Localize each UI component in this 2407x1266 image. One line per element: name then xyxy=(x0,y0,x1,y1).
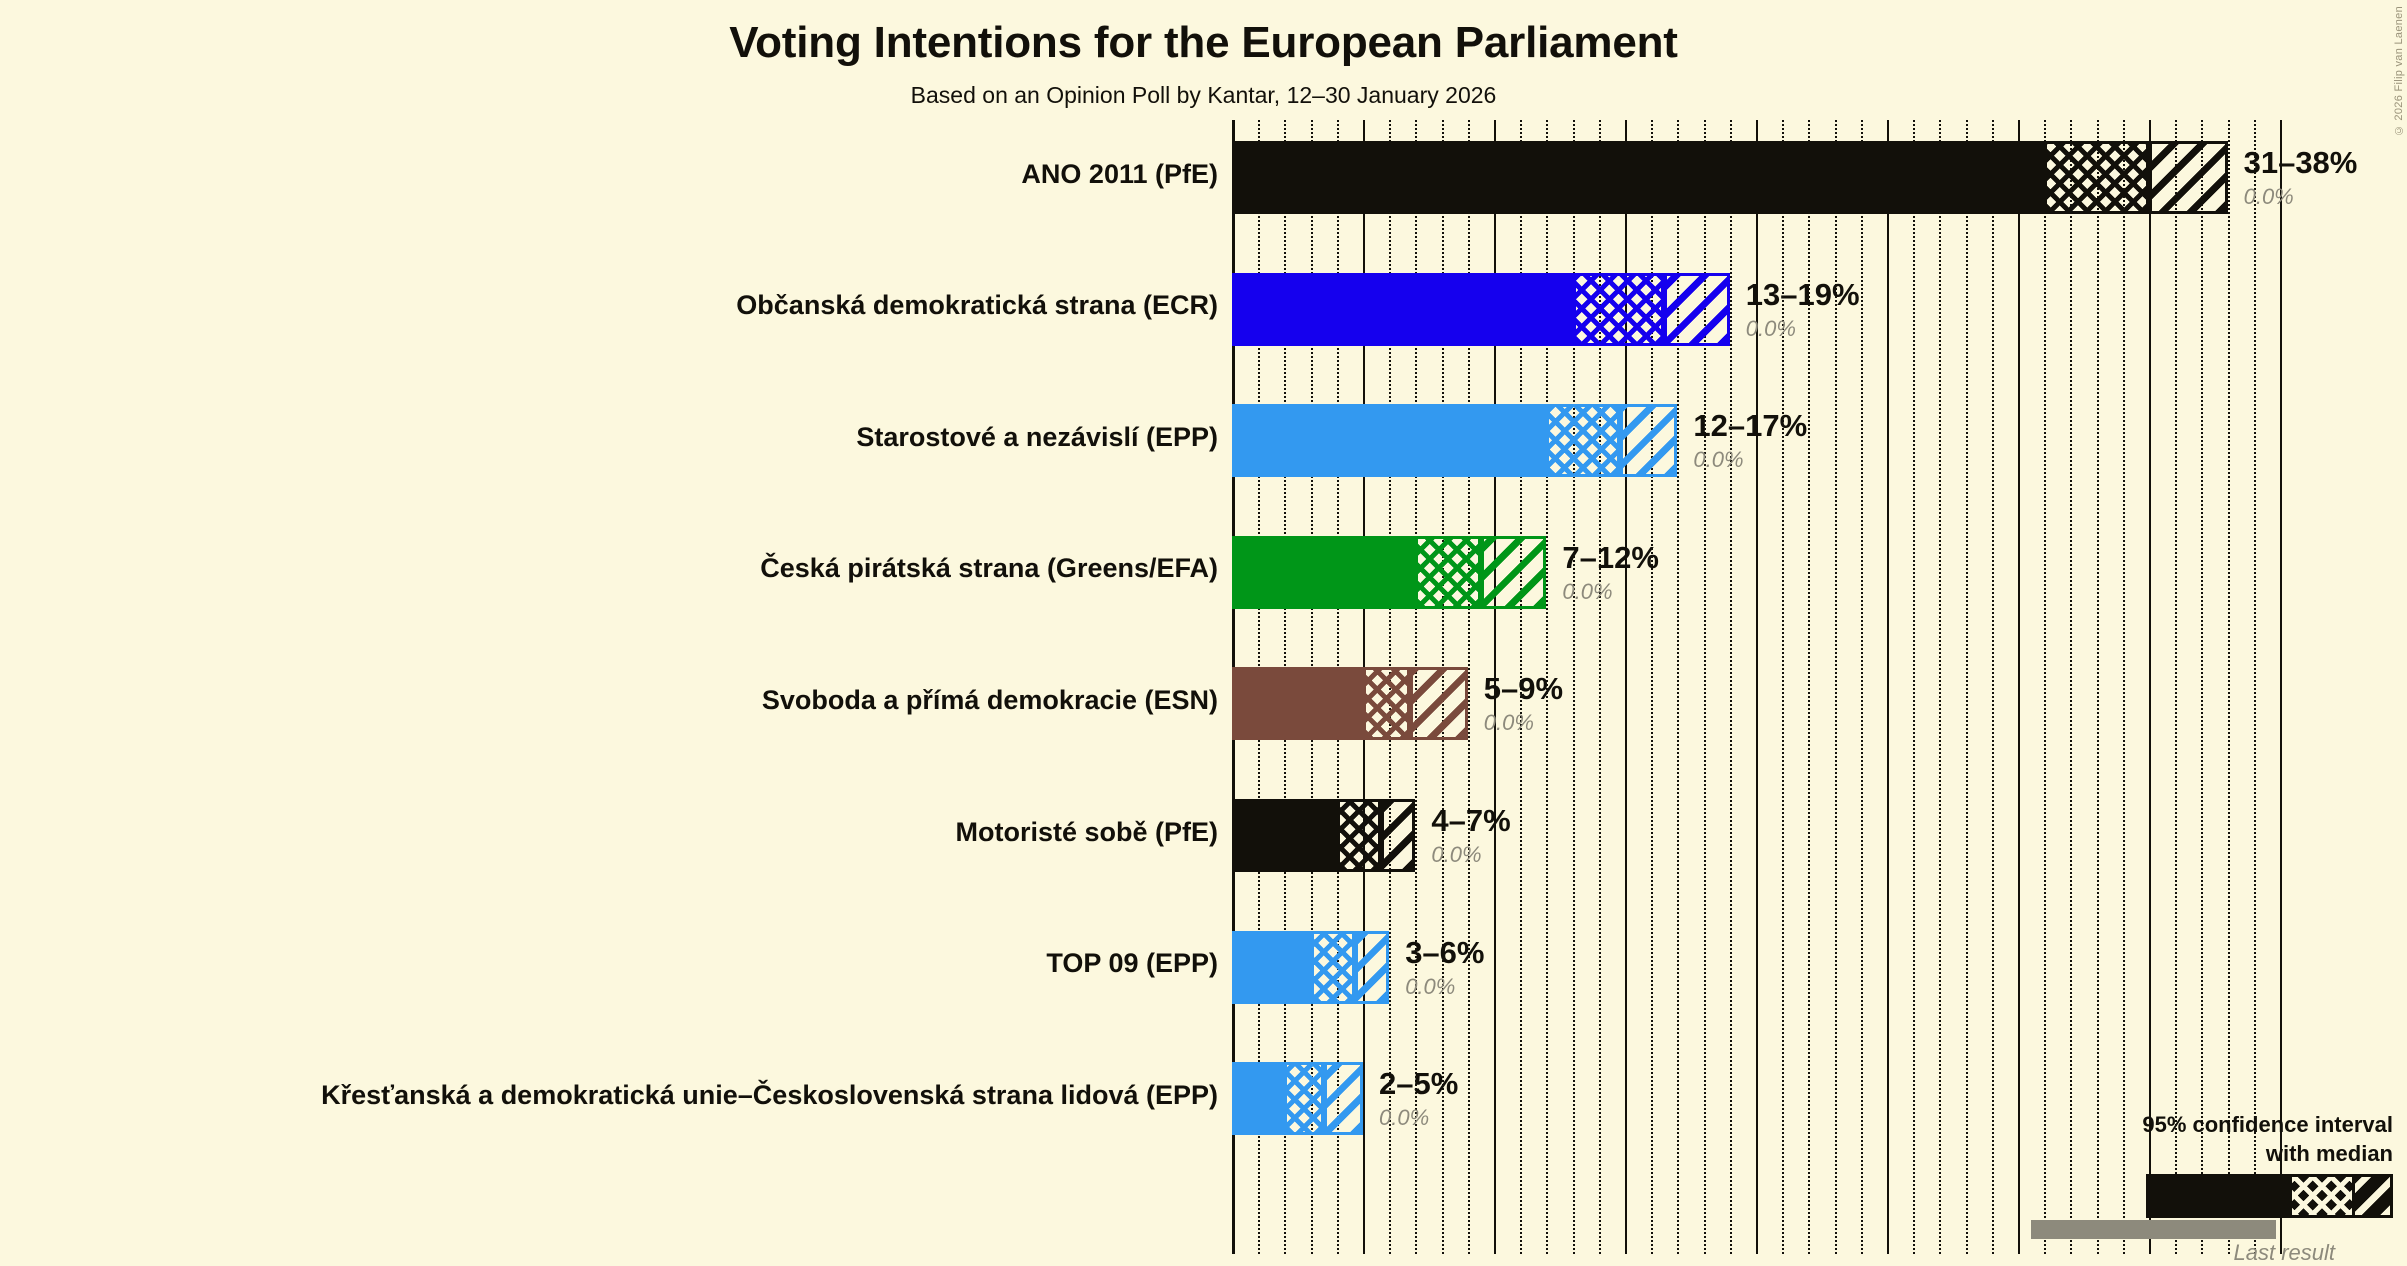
bar-segment-diagonal xyxy=(1355,930,1390,1004)
gridline-minor xyxy=(1939,120,1942,1254)
bar-value-block: 13–19% 0.0% xyxy=(1746,275,1860,343)
legend-line-1: 95% confidence interval xyxy=(2142,1112,2393,1137)
bar-segment-diagonal xyxy=(1480,535,1547,609)
bar-row: 2–5% 0.0% xyxy=(1232,1062,1458,1136)
bar-segment-diagonal xyxy=(1619,404,1678,478)
bar-row: 12–17% 0.0% xyxy=(1232,404,1807,478)
bar-row: 4–7% 0.0% xyxy=(1232,799,1511,872)
category-label: Svoboda a přímá demokracie (ESN) xyxy=(761,684,1218,715)
gridline-minor xyxy=(2044,120,2047,1254)
legend-last-result-label: Last result xyxy=(2233,1240,2336,1265)
gridline-minor xyxy=(2227,120,2230,1254)
gridline-minor xyxy=(2201,120,2204,1254)
gridline-major xyxy=(2018,120,2020,1254)
gridline-major xyxy=(2149,120,2151,1254)
bar-last-result-label: 0.0% xyxy=(1745,315,1796,341)
bar-value-block: 5–9% 0.0% xyxy=(1484,669,1563,737)
bar-range-label: 13–19% xyxy=(1745,276,1860,312)
bar-row: 5–9% 0.0% xyxy=(1232,667,1563,741)
bar-range-label: 2–5% xyxy=(1379,1066,1459,1102)
bar-range-label: 31–38% xyxy=(2243,145,2358,180)
bar-last-result-label: 0.0% xyxy=(1379,1105,1430,1131)
bar-segment-crosshatch xyxy=(2044,141,2149,214)
bar-last-result-label: 0.0% xyxy=(2243,184,2294,209)
gridline-minor xyxy=(2175,120,2178,1254)
bar-last-result-label: 0.0% xyxy=(1693,447,1744,473)
bar-segment-solid xyxy=(1232,404,1547,478)
category-label: Občanská demokratická strana (ECR) xyxy=(736,290,1218,321)
bar-value-block: 7–12% 0.0% xyxy=(1562,538,1659,606)
bar-segment-crosshatch xyxy=(1572,272,1665,346)
bar-last-result-label: 0.0% xyxy=(1431,842,1482,867)
bar-value-block: 2–5% 0.0% xyxy=(1379,1064,1458,1132)
gridline-minor xyxy=(2253,120,2256,1254)
bar-segment-solid xyxy=(1232,667,1363,741)
chart-plot-area: 31–38% 0.0% 13–19% 0.0% 12–17% 0.0% 7–12% 0.0% 5… xyxy=(1232,120,2357,1254)
bar-last-result-label: 0.0% xyxy=(1483,710,1534,736)
bar-segment-solid xyxy=(1232,930,1311,1004)
bar-range-label: 4–7% xyxy=(1431,803,1511,838)
bar-segment-crosshatch xyxy=(1336,799,1382,872)
bar-segment-solid xyxy=(1232,799,1337,872)
bar-segment-crosshatch xyxy=(1546,404,1620,478)
gridline-minor xyxy=(2096,120,2099,1254)
bar-segment-diagonal xyxy=(1381,799,1416,872)
legend-line-2: with median xyxy=(2265,1141,2393,1166)
bar-segment-crosshatch xyxy=(1363,667,1411,741)
bar-segment-diagonal xyxy=(2149,141,2228,214)
legend-segment-diagonal xyxy=(2352,1177,2390,1215)
bar-value-block: 12–17% 0.0% xyxy=(1693,406,1807,474)
bar-segment-diagonal xyxy=(1323,1062,1363,1136)
gridline-minor xyxy=(1965,120,1968,1254)
gridline-minor xyxy=(2122,120,2125,1254)
bar-segment-solid xyxy=(1232,1062,1285,1136)
gridline-major xyxy=(1887,120,1889,1254)
page-subtitle: Based on an Opinion Poll by Kantar, 12–3… xyxy=(910,82,1497,108)
bar-last-result-label: 0.0% xyxy=(1405,973,1456,999)
page-title: Voting Intentions for the European Parli… xyxy=(729,18,1678,67)
gridline-minor xyxy=(2070,120,2073,1254)
chart-legend: 95% confidence interval with median Last… xyxy=(1973,1110,2393,1265)
bar-segment-crosshatch xyxy=(1415,535,1481,609)
bar-range-label: 7–12% xyxy=(1562,539,1659,575)
legend-segment-crosshatch xyxy=(2292,1177,2352,1215)
bar-segment-crosshatch xyxy=(1284,1062,1324,1136)
gridline-minor xyxy=(1729,120,1732,1254)
category-label: Česká pirátská strana (Greens/EFA) xyxy=(760,553,1218,584)
bar-range-label: 12–17% xyxy=(1693,408,1808,444)
bar-segment-crosshatch xyxy=(1310,930,1356,1004)
bar-value-block: 3–6% 0.0% xyxy=(1405,933,1484,1001)
gridline-minor xyxy=(1860,120,1863,1254)
bar-range-label: 3–6% xyxy=(1405,934,1485,970)
category-label: TOP 09 (EPP) xyxy=(1046,948,1218,979)
bar-segment-solid xyxy=(1232,535,1416,609)
bar-range-label: 5–9% xyxy=(1483,671,1564,707)
legend-ci-bar xyxy=(2146,1174,2393,1218)
bar-segment-diagonal xyxy=(1410,667,1468,741)
gridline-minor xyxy=(1913,120,1916,1254)
category-label: Motoristé sobě (PfE) xyxy=(955,816,1218,847)
legend-swatches: Last result xyxy=(1973,1174,2393,1265)
category-label: Starostové a nezávislí (EPP) xyxy=(856,421,1218,452)
bar-row: 13–19% 0.0% xyxy=(1232,272,1860,346)
bar-segment-solid xyxy=(1232,141,2045,214)
bar-value-block: 31–38% 0.0% xyxy=(2244,143,2358,211)
bar-segment-diagonal xyxy=(1664,272,1730,346)
copyright-notice: © 2026 Filip van Laenen xyxy=(2393,6,2405,137)
gridline-major xyxy=(2280,120,2282,1254)
bar-row: 7–12% 0.0% xyxy=(1232,535,1659,609)
category-label: Křesťanská a demokratická unie–Českoslov… xyxy=(321,1079,1218,1110)
bar-row: 31–38% 0.0% xyxy=(1232,141,2357,214)
bar-value-block: 4–7% 0.0% xyxy=(1431,801,1510,869)
bar-last-result-label: 0.0% xyxy=(1562,578,1613,604)
bar-row: 3–6% 0.0% xyxy=(1232,930,1484,1004)
category-label: ANO 2011 (PfE) xyxy=(1021,158,1218,189)
gridline-minor xyxy=(1991,120,1994,1254)
legend-last-result-bar xyxy=(2031,1220,2276,1239)
bar-segment-solid xyxy=(1232,272,1573,346)
